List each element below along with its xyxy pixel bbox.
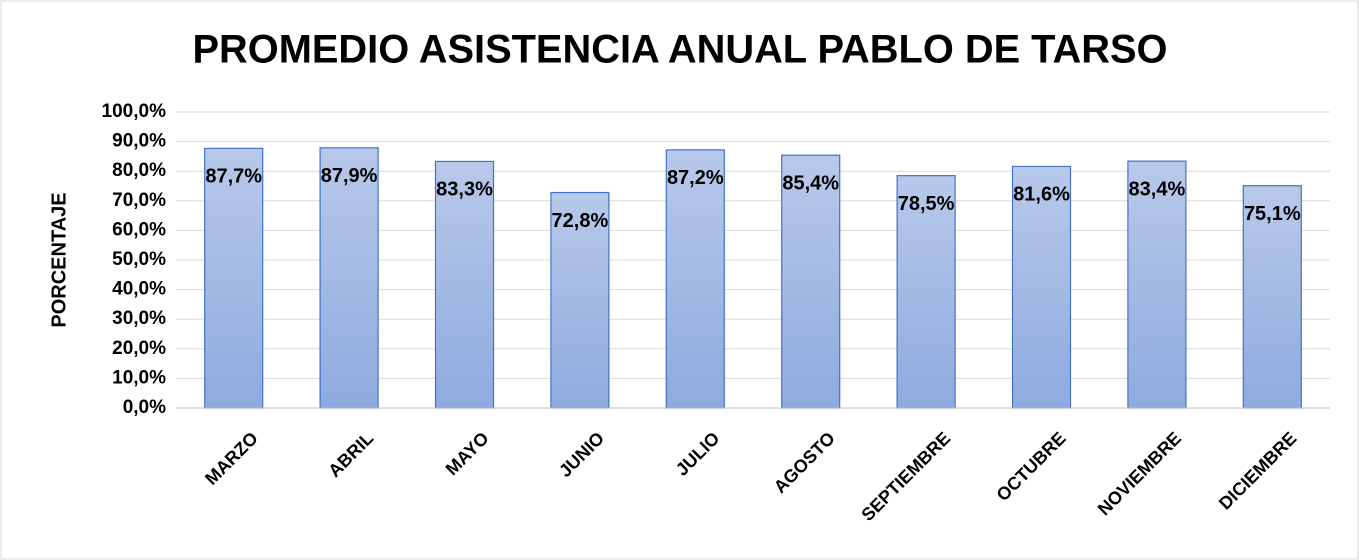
bar: [550, 191, 610, 409]
data-label: 78,5%: [898, 193, 955, 215]
data-label: 75,1%: [1244, 203, 1301, 225]
y-tick-label: 0,0%: [123, 397, 166, 418]
data-label: 87,9%: [321, 165, 378, 187]
bar: [434, 160, 495, 409]
data-label: 83,4%: [1129, 178, 1186, 200]
y-tick-label: 90,0%: [112, 131, 166, 152]
chart-title: PROMEDIO ASISTENCIA ANUAL PABLO DE TARSO: [193, 28, 1168, 72]
bar: [204, 147, 264, 409]
data-label: 81,6%: [1013, 184, 1070, 206]
y-tick-label: 70,0%: [112, 190, 166, 211]
y-tick-label: 20,0%: [112, 338, 166, 359]
y-tick-label: 50,0%: [112, 249, 166, 270]
bar: [319, 147, 379, 409]
y-tick-label: 40,0%: [112, 279, 166, 300]
y-tick-label: 30,0%: [112, 308, 166, 329]
y-tick-label: 80,0%: [112, 160, 166, 181]
data-label: 87,7%: [205, 166, 262, 188]
y-tick-label: 60,0%: [112, 219, 166, 240]
bar: [1011, 165, 1072, 409]
bar: [1127, 160, 1187, 409]
data-label: 72,8%: [552, 210, 609, 232]
y-tick-label: 100,0%: [102, 101, 167, 122]
data-label: 87,2%: [667, 167, 724, 189]
bar: [1242, 185, 1302, 409]
data-label: 85,4%: [782, 172, 839, 194]
bar: [781, 154, 841, 409]
data-label: 83,3%: [436, 179, 493, 201]
y-axis-label: PORCENTAJE: [48, 192, 70, 327]
bar: [896, 175, 956, 409]
y-tick-label: 10,0%: [112, 367, 166, 388]
bar: [665, 149, 725, 409]
